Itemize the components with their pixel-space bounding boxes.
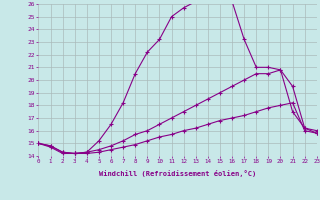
X-axis label: Windchill (Refroidissement éolien,°C): Windchill (Refroidissement éolien,°C) (99, 170, 256, 177)
